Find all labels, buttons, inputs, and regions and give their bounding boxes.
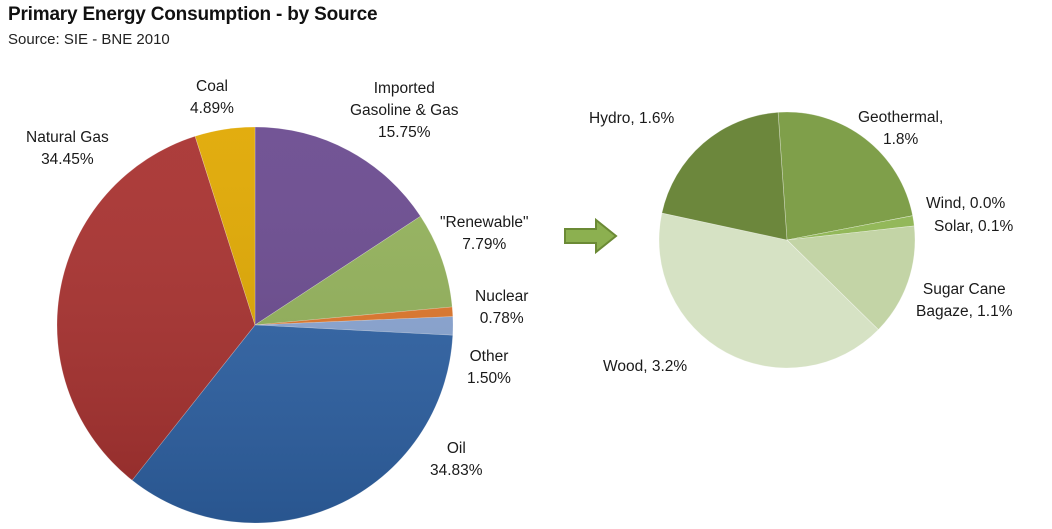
- label-renewable-value: 7.79%: [462, 236, 507, 253]
- label-other-value: 1.50%: [467, 370, 511, 387]
- label-nuclear-name: Nuclear: [475, 288, 529, 305]
- label-imported-name-2: Gasoline & Gas: [350, 102, 459, 119]
- chart-title: Primary Energy Consumption - by Source: [8, 4, 378, 25]
- label-oil-name: Oil: [446, 440, 466, 457]
- label-imported: Imported Gasoline & Gas 15.75%: [350, 78, 459, 144]
- label-other-name: Other: [469, 348, 509, 365]
- label-sugar-cane: Sugar Cane Bagaze, 1.1%: [916, 279, 1013, 323]
- label-other: Other 1.50%: [467, 346, 511, 390]
- label-coal: Coal 4.89%: [190, 76, 234, 120]
- label-natural-gas: Natural Gas 34.45%: [26, 127, 109, 171]
- label-renewable-name: "Renewable": [440, 214, 529, 231]
- label-imported-value: 15.75%: [377, 124, 431, 141]
- label-wind: Wind, 0.0%: [926, 195, 1006, 212]
- chart-subtitle: Source: SIE - BNE 2010: [8, 31, 170, 48]
- label-sugar-cane-value: Bagaze, 1.1%: [916, 303, 1013, 320]
- renewable-pie: [658, 111, 916, 369]
- label-imported-name-1: Imported: [373, 80, 435, 97]
- label-natural-gas-name: Natural Gas: [26, 129, 109, 146]
- label-hydro: Hydro, 1.6%: [589, 110, 675, 127]
- label-wood: Wood, 3.2%: [603, 358, 688, 375]
- label-nuclear-value: 0.78%: [479, 310, 524, 327]
- arrow-icon: [564, 217, 618, 255]
- main-pie-shading: [57, 127, 453, 523]
- label-oil-value: 34.83%: [430, 462, 483, 479]
- label-geothermal-value: 1.8%: [882, 131, 919, 148]
- pie-slice-geothermal: [777, 111, 914, 241]
- label-sugar-cane-name: Sugar Cane: [922, 281, 1006, 298]
- label-geothermal-name: Geothermal,: [858, 109, 944, 126]
- label-coal-value: 4.89%: [190, 100, 234, 117]
- pie-slice-wood: [658, 212, 879, 369]
- pie-slice-sugar-cane-bagaze: [786, 225, 916, 331]
- label-solar: Solar, 0.1%: [934, 218, 1014, 235]
- label-nuclear: Nuclear 0.78%: [475, 286, 528, 330]
- label-coal-name: Coal: [196, 78, 228, 95]
- label-geothermal: Geothermal, 1.8%: [858, 107, 943, 151]
- pie-slice-hydro: [661, 111, 788, 241]
- label-renewable: "Renewable" 7.79%: [440, 212, 529, 256]
- label-natural-gas-value: 34.45%: [41, 151, 94, 168]
- label-oil: Oil 34.83%: [430, 438, 483, 482]
